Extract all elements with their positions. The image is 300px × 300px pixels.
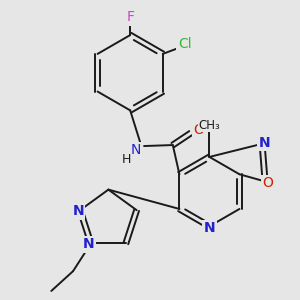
Text: F: F — [126, 10, 134, 24]
Text: N: N — [72, 204, 84, 218]
Text: O: O — [262, 176, 274, 190]
Text: O: O — [193, 123, 204, 137]
Text: Cl: Cl — [178, 37, 191, 51]
Text: N: N — [204, 221, 215, 235]
Text: CH₃: CH₃ — [199, 119, 220, 132]
Text: N: N — [131, 143, 141, 157]
Text: H: H — [122, 153, 131, 167]
Text: N: N — [258, 136, 270, 150]
Text: N: N — [83, 237, 95, 251]
